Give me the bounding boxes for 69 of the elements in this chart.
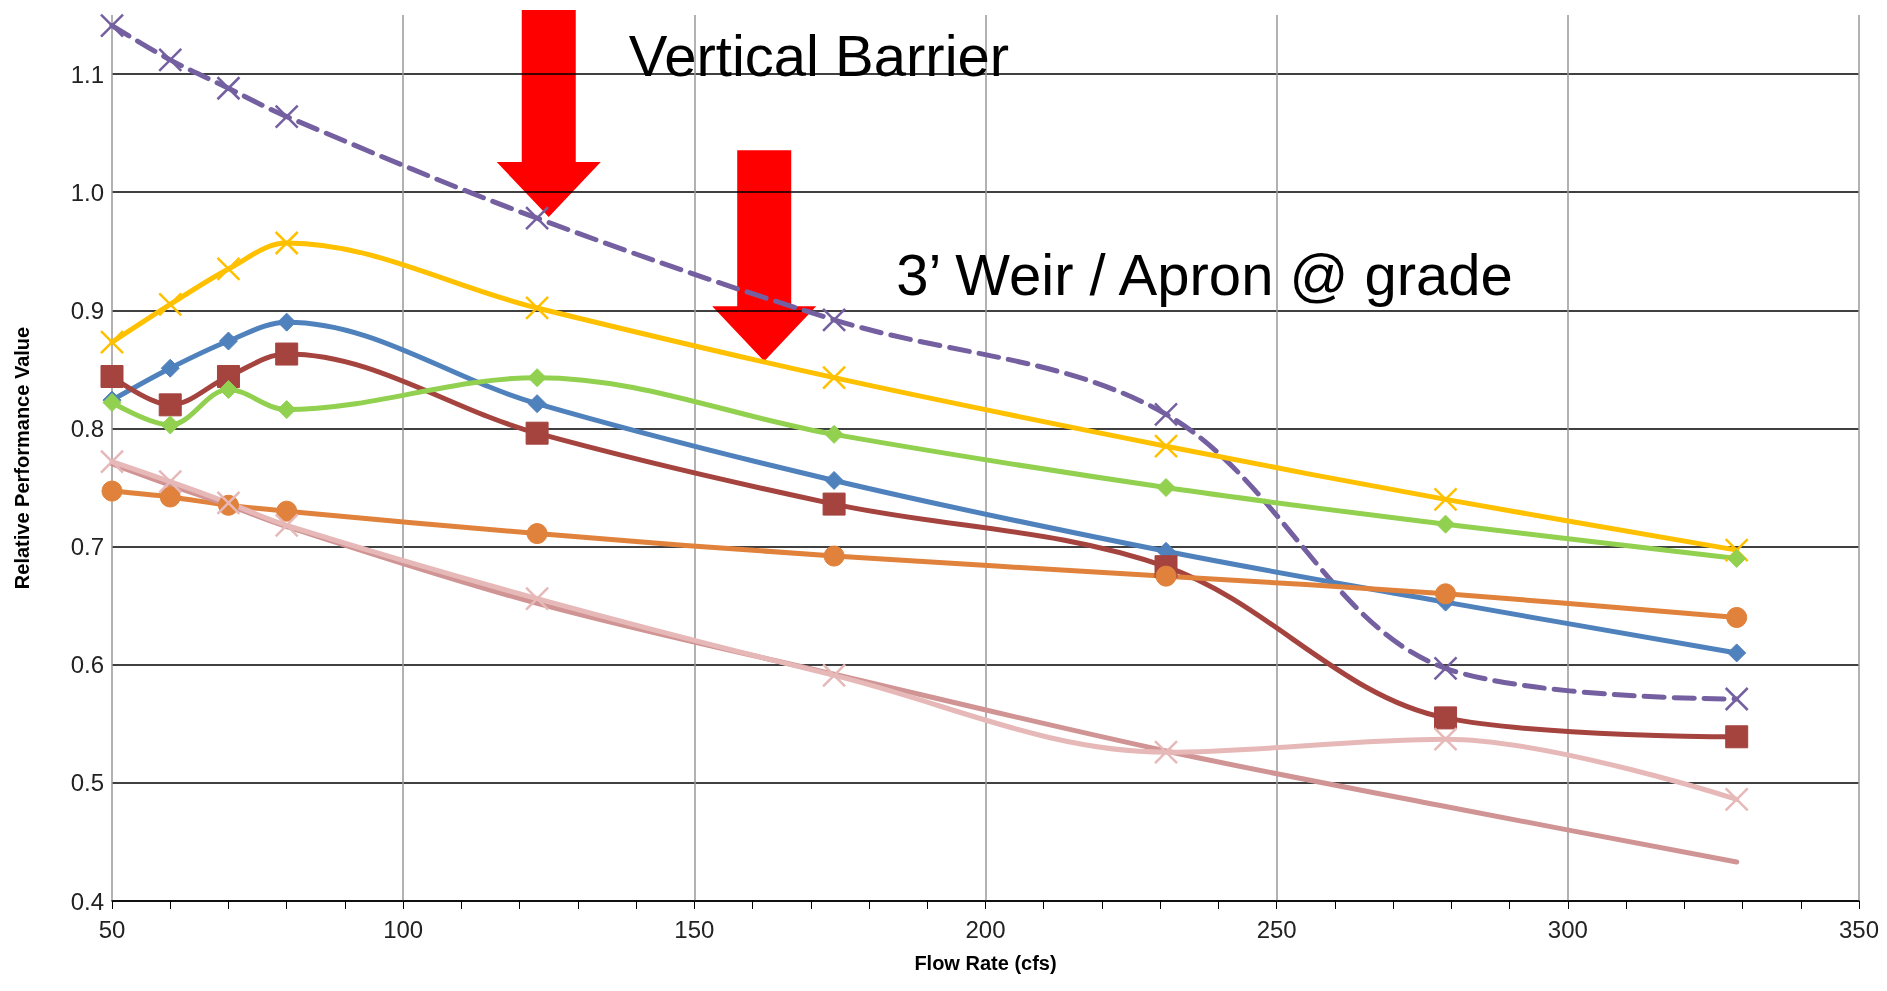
x-tick-label: 200 (965, 915, 1006, 943)
y-tick-label: 1.1 (70, 60, 104, 88)
x-tick-label: 150 (674, 915, 715, 943)
point (277, 400, 297, 420)
point (157, 47, 183, 73)
y-tick-label: 0.8 (70, 414, 104, 442)
x-axis-title: Flow Rate (cfs) (914, 952, 1057, 974)
point (823, 545, 845, 567)
y-tick-label: 0.5 (70, 769, 104, 797)
x-tick-label: 100 (383, 915, 424, 943)
point (822, 492, 846, 516)
point (1726, 606, 1748, 628)
point (1727, 548, 1747, 568)
y-tick-label: 0.4 (70, 887, 104, 915)
point (274, 104, 299, 129)
y-tick-label: 1.0 (70, 178, 104, 206)
x-tick-label: 50 (98, 915, 126, 943)
point (1727, 643, 1747, 663)
point (160, 415, 180, 435)
point (218, 379, 238, 399)
point (216, 256, 241, 282)
point (99, 13, 125, 38)
point (821, 365, 847, 390)
x-tick-label: 350 (1838, 915, 1880, 943)
point (275, 342, 299, 366)
point (100, 364, 124, 388)
point (276, 500, 298, 522)
point (821, 307, 847, 333)
point (1155, 565, 1177, 587)
point (1435, 583, 1457, 605)
point (101, 480, 123, 502)
point (524, 205, 550, 231)
point (157, 292, 183, 317)
annotation: 3’ Weir / Apron @ grade (896, 241, 1513, 307)
x-tick-label: 300 (1547, 915, 1588, 943)
point (1156, 478, 1176, 498)
point (159, 486, 181, 508)
x-tick-label: 250 (1256, 915, 1297, 943)
point (1433, 487, 1458, 512)
point (277, 312, 297, 332)
point (274, 230, 299, 256)
point (1724, 686, 1749, 712)
y-tick-label: 0.9 (70, 296, 104, 324)
point (1724, 787, 1749, 812)
y-tick-label: 0.6 (70, 651, 104, 679)
point (158, 393, 182, 417)
point (1153, 402, 1179, 427)
point (524, 295, 550, 321)
point (527, 368, 547, 388)
point (824, 424, 844, 444)
point (824, 470, 844, 490)
point (1153, 433, 1179, 459)
point (1433, 726, 1458, 752)
point (99, 329, 125, 355)
y-tick-label: 0.7 (70, 533, 104, 561)
point (218, 331, 238, 351)
point (524, 586, 550, 611)
point (525, 421, 549, 445)
point (1434, 706, 1458, 730)
point (527, 394, 547, 414)
point (1433, 656, 1458, 681)
point (216, 75, 241, 101)
point (160, 358, 180, 378)
point (526, 523, 548, 545)
point (1436, 514, 1456, 534)
point (157, 469, 183, 494)
point (1725, 725, 1749, 749)
y-axis-title: Relative Performance Value (11, 326, 33, 590)
annotation: Vertical Barrier (628, 22, 1010, 88)
